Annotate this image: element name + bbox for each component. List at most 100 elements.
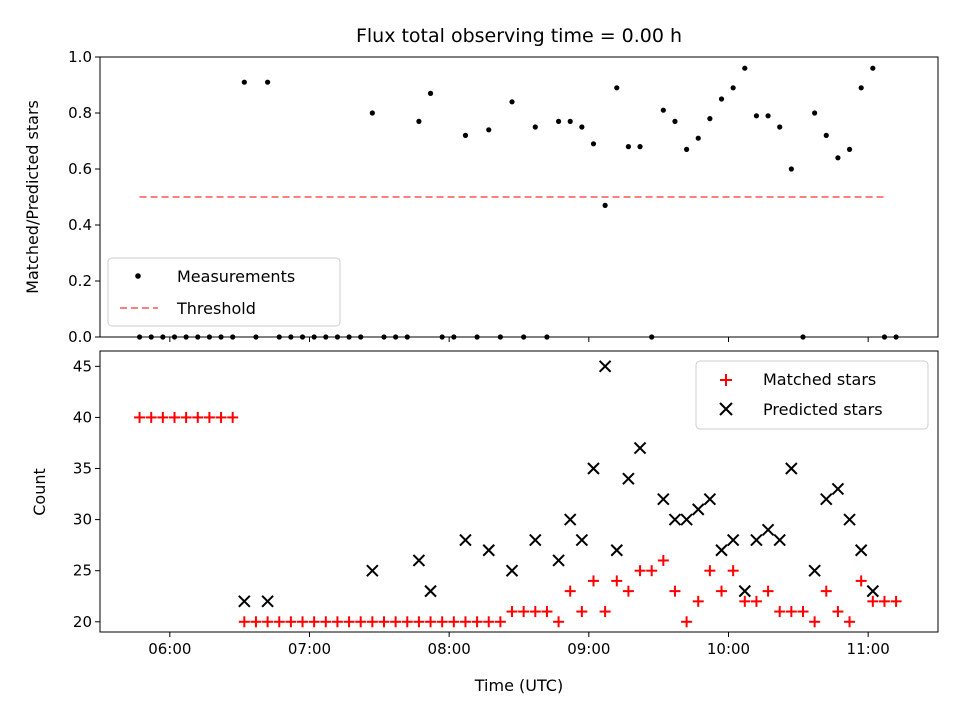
measurement-point (765, 113, 771, 119)
predicted-star-point (854, 544, 868, 557)
predicted-star-point (564, 513, 577, 526)
matched-star-point (494, 616, 506, 628)
matched-star-point (681, 616, 693, 628)
predicted-star-point (808, 564, 821, 577)
predicted-star-point (587, 462, 600, 475)
top-x-ticks (169, 337, 869, 342)
predicted-star-point (529, 533, 542, 547)
top-y-axis-label: Matched/Predicted stars (23, 100, 42, 294)
matched-star-point (366, 616, 378, 628)
measurement-point (579, 124, 585, 130)
matched-star-point (203, 411, 215, 423)
measurement-point (718, 96, 725, 102)
measurement-point (812, 110, 818, 116)
bottom-y-tick-label: 45 (73, 357, 92, 375)
bottom-x-ticks: 06:00 07:00 08:00 09:00 10:00 11:00 (148, 632, 890, 658)
top-axes-frame (99, 56, 939, 338)
matched-star-point (855, 575, 867, 587)
matched-star-point (343, 616, 355, 628)
measurement-point (590, 141, 597, 147)
measurement-point (486, 127, 492, 133)
matched-star-point (401, 616, 413, 628)
bottom-y-tick-label: 25 (73, 562, 92, 580)
measurement-point (265, 79, 271, 85)
matched-star-point (762, 585, 774, 597)
measurement-point (241, 79, 247, 85)
bottom-y-tick-label: 30 (73, 511, 92, 529)
matched-star-point (297, 616, 309, 628)
bottom-panel: 20 25 30 35 40 45 06:00 07:00 08:00 09:00 10:00 11… (30, 350, 939, 695)
predicted-star-point (459, 533, 472, 547)
predicted-star-point (424, 584, 437, 598)
matched-star-point (832, 606, 844, 618)
matched-star-point (134, 411, 146, 423)
matched-star-point (448, 616, 460, 628)
legend-marker-matched-stars (720, 374, 732, 386)
predicted-star-point (610, 544, 623, 557)
predicted-star-point (866, 584, 880, 598)
matched-star-point (878, 595, 890, 607)
predicted-star-point (773, 533, 786, 547)
matched-star-point (320, 616, 332, 628)
bottom-x-tick-label: 07:00 (288, 640, 331, 658)
matched-star-point (331, 616, 343, 628)
matched-star-point (506, 606, 518, 618)
matched-star-point (192, 411, 204, 423)
matched-star-point (622, 585, 634, 597)
predicted-star-point (657, 492, 670, 506)
predicted-star-point (750, 533, 763, 547)
legend-marker-measurements (135, 273, 141, 279)
matched-star-point (378, 616, 390, 628)
matched-star-point (785, 606, 797, 618)
matched-star-point (727, 565, 739, 577)
predicted-star-point (820, 492, 833, 506)
top-legend: Measurements Threshold (107, 257, 341, 327)
top-legend-box (107, 257, 341, 327)
predicted-star-point (680, 513, 693, 526)
bottom-x-tick-label: 10:00 (707, 640, 750, 658)
bottom-y-tick-label: 35 (73, 460, 92, 478)
measurement-point (695, 135, 701, 141)
predicted-star-point (668, 513, 682, 526)
matched-star-point (541, 606, 553, 618)
measurement-point (684, 146, 690, 152)
measurement-point (427, 90, 434, 96)
bottom-x-tick-label: 06:00 (148, 640, 191, 658)
top-y-ticks: 0.0 0.2 0.4 0.6 0.8 1.0 (68, 48, 100, 346)
bottom-marks (134, 360, 902, 628)
matched-star-point (425, 616, 437, 628)
predicted-star-point (703, 492, 717, 506)
matched-star-point (145, 411, 157, 423)
matched-star-point (355, 616, 367, 628)
top-y-tick-label: 0.8 (68, 104, 92, 122)
matched-star-point (157, 411, 169, 423)
matched-star-point (716, 585, 728, 597)
matched-star-point (704, 565, 716, 577)
measurement-point (660, 107, 666, 113)
bottom-x-tick-label: 09:00 (567, 640, 610, 658)
measurement-point (823, 132, 829, 138)
top-y-tick-label: 1.0 (68, 48, 92, 66)
matched-star-point (215, 411, 227, 423)
legend-label-threshold: Threshold (176, 299, 256, 318)
bottom-y-tick-label: 40 (73, 408, 92, 426)
matched-star-point (587, 575, 599, 587)
matched-star-point (413, 616, 425, 628)
measurement-point (614, 85, 620, 91)
predicted-star-point (831, 482, 845, 496)
matched-star-point (180, 411, 192, 423)
matched-star-point (459, 616, 471, 628)
bottom-y-ticks: 20 25 30 35 40 45 (73, 357, 100, 631)
matched-star-point (227, 411, 239, 423)
matched-star-point (308, 616, 320, 628)
matched-star-point (809, 616, 821, 628)
matched-star-point (273, 616, 285, 628)
matched-star-point (867, 595, 879, 607)
matched-star-point (820, 585, 832, 597)
measurement-point (753, 113, 760, 119)
legend-label-predicted-stars: Predicted stars (763, 400, 883, 419)
predicted-star-point (598, 360, 612, 373)
matched-star-point (797, 606, 809, 618)
matched-star-point (471, 616, 483, 628)
top-panel: 0.0 0.2 0.4 0.6 0.8 1.0 Matched/Predicted sta… (23, 48, 939, 346)
